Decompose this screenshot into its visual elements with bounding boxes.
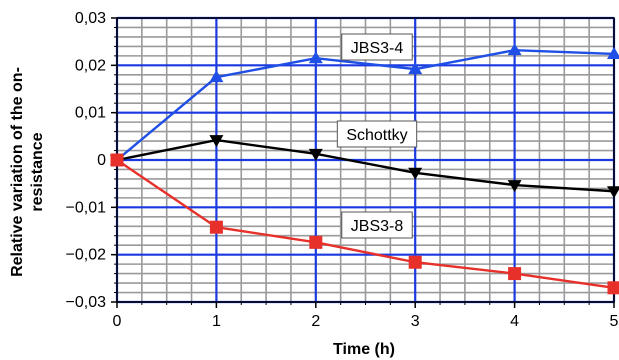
series-label-text: JBS3-4 <box>351 40 404 57</box>
x-tick-label: 0 <box>113 313 122 330</box>
y-tick-label: 0 <box>97 152 106 169</box>
series-label-schottky: Schottky <box>336 120 418 148</box>
series-label-text: Schottky <box>346 127 407 144</box>
y-tick-label: −0,02 <box>66 247 107 264</box>
data-point-jbs3-8 <box>408 255 422 269</box>
y-tick-label: 0,03 <box>75 10 106 27</box>
series-label-jbs3-8: JBS3-8 <box>341 211 413 239</box>
data-point-jbs3-8 <box>607 281 619 295</box>
data-point-jbs3-4 <box>507 43 522 56</box>
data-point-jbs3-8 <box>110 153 124 167</box>
series-line-jbs3-8 <box>116 159 615 289</box>
x-tick-label: 1 <box>212 313 221 330</box>
data-point-schottky <box>209 135 224 148</box>
y-axis-title-line-2: resistance <box>29 132 46 211</box>
data-point-jbs3-8 <box>309 235 323 249</box>
y-axis-title-line-1: Relative variation of the on- <box>9 67 26 277</box>
y-tick-labels: −0,03 −0,02 −0,01 0 0,01 0,02 0,03 <box>66 10 107 311</box>
series-label-box <box>336 120 418 148</box>
axis-ticks <box>111 17 615 308</box>
data-point-schottky <box>408 167 423 180</box>
data-point-jbs3-4 <box>308 51 323 64</box>
data-point-jbs3-4 <box>607 46 619 59</box>
data-point-jbs3-8 <box>209 220 223 234</box>
y-tick-label: 0,02 <box>75 57 106 74</box>
y-tick-label: −0,03 <box>66 294 107 311</box>
series-label-box <box>341 33 413 61</box>
series-lines <box>116 48 615 289</box>
series-label-jbs3-4: JBS3-4 <box>341 33 413 61</box>
data-point-jbs3-8 <box>508 267 522 281</box>
data-point-schottky <box>607 186 619 199</box>
series-labels: JBS3-4 Schottky JBS3-8 <box>336 33 418 239</box>
data-point-schottky <box>308 148 323 161</box>
series-label-box <box>341 211 413 239</box>
y-tick-label: 0,01 <box>75 105 106 122</box>
y-tick-label: −0,01 <box>66 199 107 216</box>
y-axis-title: Relative variation of the on- resistance <box>9 67 46 277</box>
x-tick-label: 3 <box>411 313 420 330</box>
data-point-schottky <box>507 180 522 193</box>
x-tick-labels: 0 1 2 3 4 5 <box>113 313 619 330</box>
series-label-text: JBS3-8 <box>351 218 404 235</box>
data-point-jbs3-4 <box>408 62 423 75</box>
x-tick-label: 2 <box>311 313 320 330</box>
x-axis-title: Time (h) <box>333 341 395 358</box>
x-tick-label: 5 <box>610 313 619 330</box>
series-line-schottky <box>116 138 615 193</box>
x-tick-label: 4 <box>510 313 519 330</box>
data-point-jbs3-4 <box>209 70 224 83</box>
series-line-jbs3-4 <box>116 48 615 161</box>
series-markers <box>110 43 619 295</box>
